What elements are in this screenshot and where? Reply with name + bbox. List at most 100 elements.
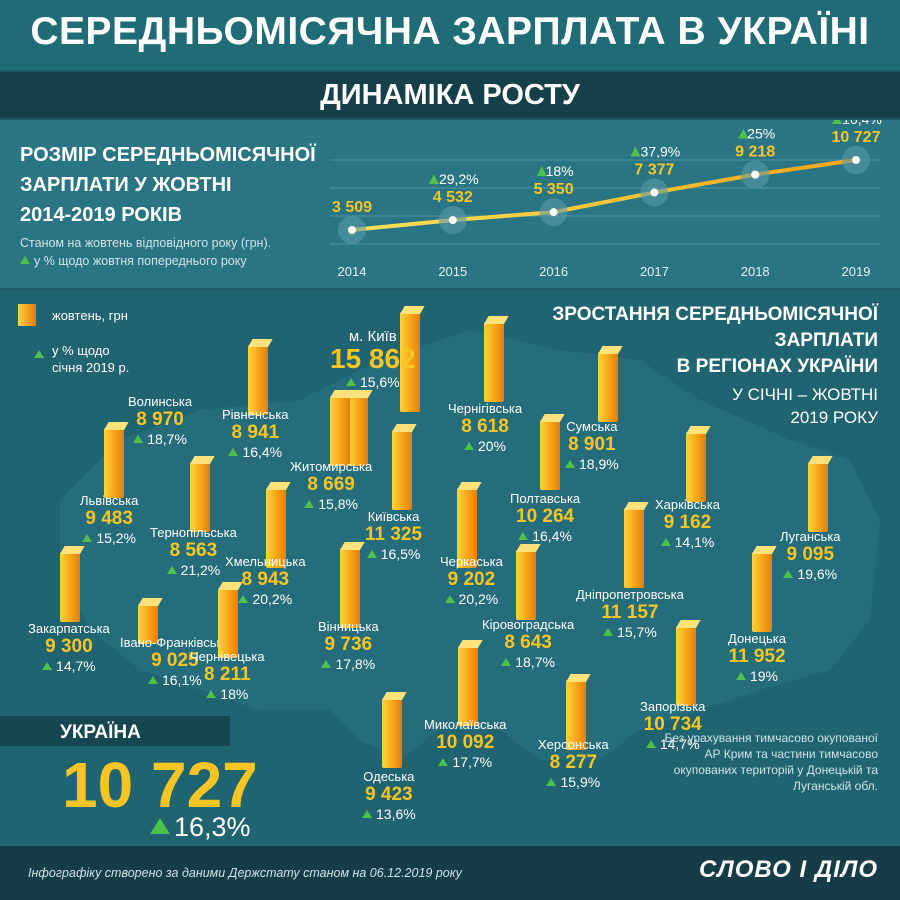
up-arrow-icon <box>518 532 529 540</box>
region-value: 8 618 <box>461 416 509 437</box>
region-name: Хмельницька <box>225 554 306 569</box>
region-growth-text: 16,4% <box>532 528 572 544</box>
region-name: Кіровоградська <box>482 617 575 632</box>
region-value: 11 952 <box>728 646 786 667</box>
up-arrow-icon <box>206 690 217 698</box>
region-bar <box>340 548 360 628</box>
region-growth-text: 17,7% <box>452 754 493 770</box>
region-bar <box>566 680 586 750</box>
x-tick-label: 2017 <box>640 264 669 279</box>
up-arrow-icon <box>603 628 614 636</box>
region-growth-text: 19,6% <box>797 566 838 582</box>
regions-title: ЗРОСТАННЯ СЕРЕДНЬОМІСЯЧНОЇ ЗАРПЛАТИ В РЕ… <box>478 302 878 380</box>
region-bar <box>598 352 618 422</box>
data-point <box>751 170 760 179</box>
region-label: Київська 11 325 16,5% <box>365 509 422 563</box>
region-growth-text: 15,9% <box>560 774 601 790</box>
region-label: Кіровоградська 8 643 18,7% <box>482 617 575 671</box>
region-name: Івано-Франківська <box>120 635 230 650</box>
region-name: Київська <box>367 509 420 524</box>
regions-period: У СІЧНІ – ЖОВТНІ 2019 РОКУ <box>578 383 878 429</box>
region-label: Тернопільська 8 563 21,2% <box>150 526 237 579</box>
subtitle-band <box>0 72 900 118</box>
up-arrow-icon <box>645 740 656 748</box>
region-name: Миколаївська <box>424 717 507 732</box>
region-growth-text: 20% <box>478 438 507 454</box>
region-growth: 15,2% <box>80 530 138 546</box>
region-value: 15 862 <box>330 343 416 374</box>
region-value: 8 943 <box>241 569 290 590</box>
region-growth: 21,2% <box>150 562 237 578</box>
region-label: Запорізька 10 734 14,7% <box>640 699 706 753</box>
chart-note-growth-text: у % щодо жовтня попереднього року <box>34 254 247 268</box>
region-bar <box>624 508 644 588</box>
data-label: 7 377 <box>634 161 674 178</box>
up-arrow-icon <box>133 435 144 443</box>
region-value: 9 162 <box>663 512 712 533</box>
region-bar <box>808 462 828 532</box>
region-growth-text: 14,7% <box>56 658 96 674</box>
region-growth: 19% <box>728 668 786 684</box>
growth-label: 37,9% <box>641 143 681 159</box>
region-value: 8 643 <box>504 632 552 653</box>
region-growth-text: 17,8% <box>335 656 376 672</box>
region-bar <box>457 488 477 568</box>
up-arrow-icon <box>501 658 512 666</box>
region-label: Дніпропетровська 11 157 15,7% <box>576 587 684 641</box>
region-label: Одеська 9 423 13,6% <box>362 770 416 822</box>
region-growth: 19,6% <box>780 566 841 582</box>
region-name: Волинська <box>128 394 193 409</box>
region-name: Запорізька <box>640 699 706 714</box>
x-tick-label: 2016 <box>539 264 568 279</box>
line-chart: 3 509 2014 4 532 29,2% 2015 5 350 18% 2016 7 377… <box>330 120 882 279</box>
data-point <box>852 156 860 164</box>
region-value: 9 202 <box>447 569 496 590</box>
region-label: Закарпатська 9 300 14,7% <box>28 622 110 675</box>
region-bar <box>516 550 536 620</box>
region-bar <box>484 322 504 402</box>
region-value: 8 941 <box>231 422 280 443</box>
up-arrow-icon <box>630 146 641 157</box>
legend-bar-label: жовтень, грн <box>52 308 128 323</box>
region-name: Рівненська <box>222 407 289 422</box>
up-arrow-icon <box>546 778 557 786</box>
region-bar <box>686 432 706 502</box>
chart-panel <box>0 120 900 288</box>
growth-label: 25% <box>747 126 775 142</box>
region-growth-text: 18,7% <box>147 431 187 447</box>
region-name: Одеська <box>363 769 415 784</box>
up-arrow-icon <box>150 818 170 834</box>
up-arrow-icon <box>362 810 372 818</box>
up-arrow-icon <box>660 538 671 546</box>
region-value: 8 563 <box>169 540 218 561</box>
region-growth: 16,4% <box>510 528 580 544</box>
up-arrow-icon <box>42 662 53 670</box>
region-name: Дніпропетровська <box>576 587 684 602</box>
region-label: Вінницька 9 736 17,8% <box>318 620 379 673</box>
up-arrow-icon <box>464 442 475 450</box>
region-growth-text: 18% <box>220 686 249 702</box>
region-value: 8 277 <box>549 752 598 773</box>
region-name: Донецька <box>728 631 787 646</box>
regions-title-line: ЗРОСТАННЯ СЕРЕДНЬОМІСЯЧНОЇ <box>552 304 878 325</box>
region-value: 10 092 <box>436 732 495 753</box>
region-growth: 13,6% <box>362 806 416 822</box>
region-growth: 16,4% <box>222 444 289 460</box>
up-arrow-icon <box>321 660 332 668</box>
region-bar <box>104 428 124 498</box>
brand-logo: СЛОВО І ДІЛО <box>698 856 878 883</box>
region-name: Херсонська <box>538 737 609 752</box>
region-value: 9 025 <box>151 650 199 671</box>
region-growth: 15,7% <box>576 624 684 640</box>
region-name: Полтавська <box>510 491 581 506</box>
footnote: Без урахування тимчасово окупованої АР К… <box>664 731 878 793</box>
region-growth-text: 13,6% <box>376 806 416 822</box>
regions-title-line: В РЕГІОНАХ УКРАЇНИ <box>676 356 878 377</box>
region-growth: 20,2% <box>440 591 503 607</box>
region-growth: 17,7% <box>424 754 507 770</box>
data-point <box>448 216 457 225</box>
x-tick-label: 2018 <box>741 264 770 279</box>
region-label: Чернівецька 8 211 18% <box>190 650 265 703</box>
up-arrow-icon <box>444 595 455 603</box>
region-label: Полтавська 10 264 16,4% <box>510 491 581 545</box>
